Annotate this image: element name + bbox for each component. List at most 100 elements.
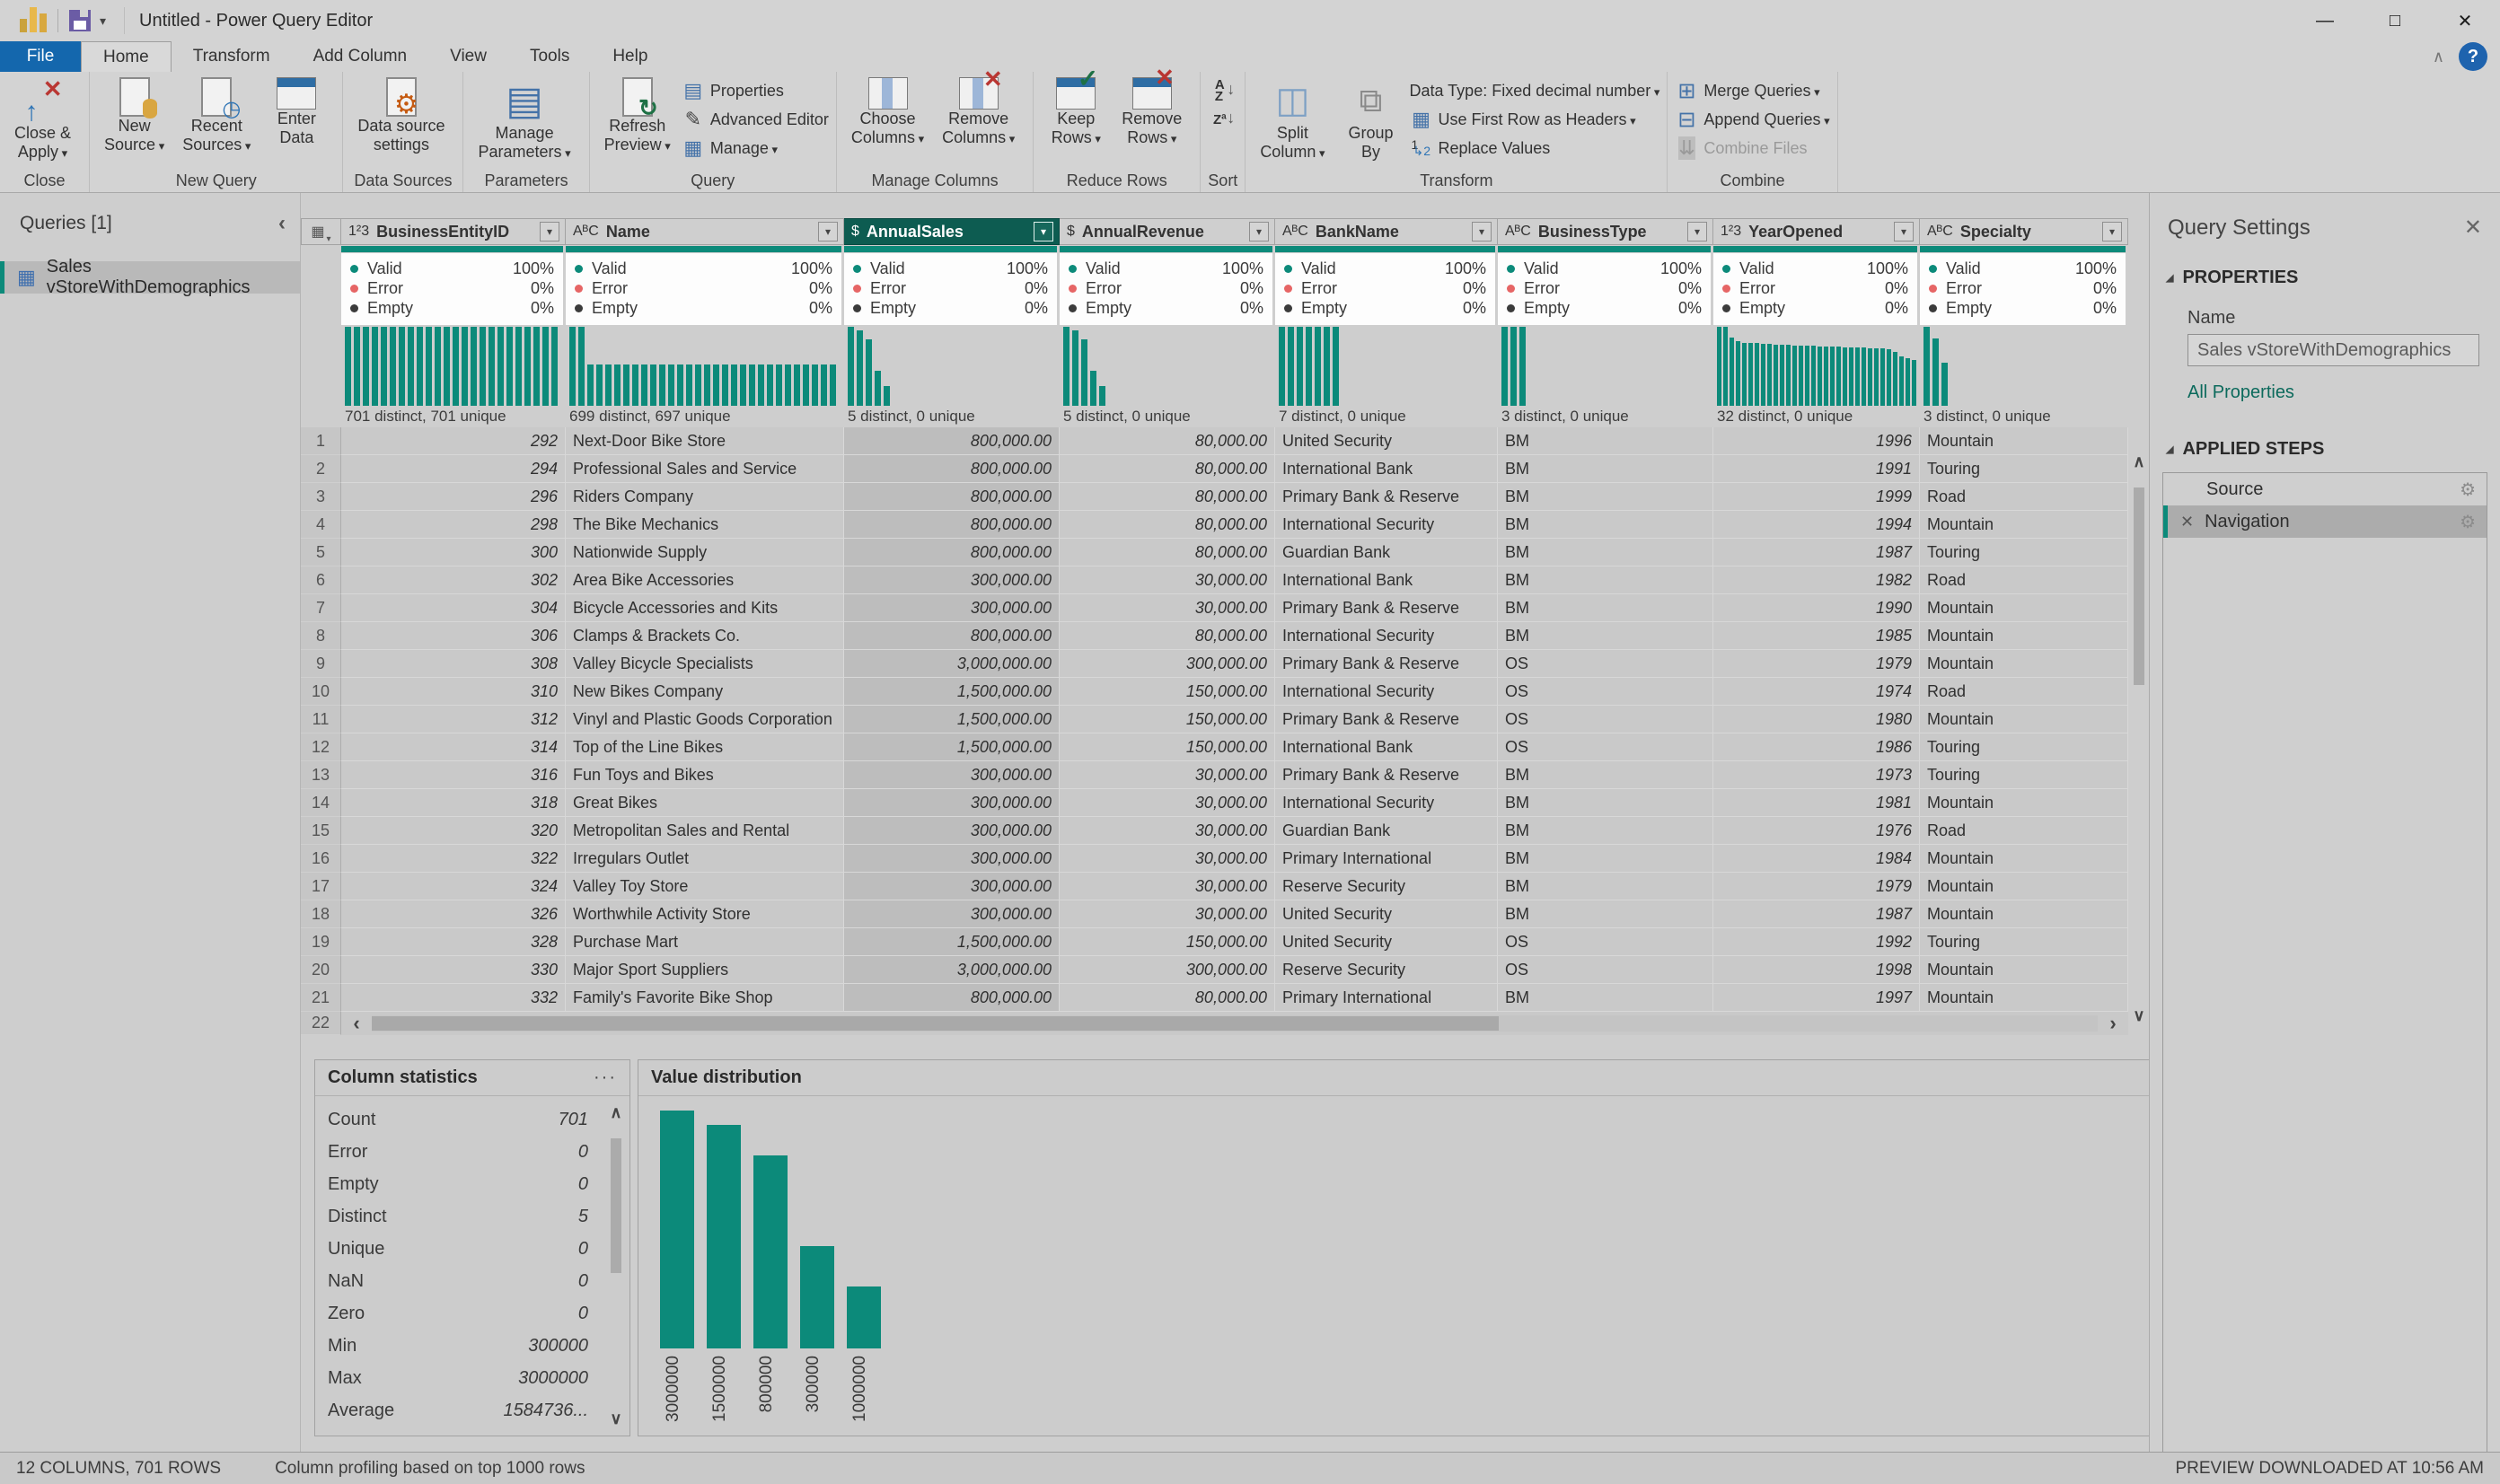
ribbon-small-button[interactable]: Advanced Editor [682, 108, 829, 131]
ribbon-button[interactable]: Close &Apply [7, 74, 78, 162]
table-cell[interactable]: 1979 [1713, 873, 1920, 900]
table-cell[interactable]: Mountain [1920, 956, 2128, 984]
table-cell[interactable]: Professional Sales and Service [566, 455, 844, 483]
table-cell[interactable]: Mountain [1920, 622, 2128, 650]
table-cell[interactable]: Guardian Bank [1275, 817, 1498, 845]
menu-tab[interactable]: Help [612, 47, 648, 66]
table-cell[interactable]: 322 [341, 845, 566, 873]
table-cell[interactable]: 1986 [1713, 733, 1920, 761]
table-cell[interactable]: Touring [1920, 455, 2128, 483]
histogram-bar[interactable] [1855, 347, 1860, 406]
histogram-bar[interactable] [1081, 339, 1087, 406]
table-cell[interactable]: BM [1498, 539, 1713, 566]
ribbon-button[interactable]: Enter Data [261, 74, 331, 147]
histogram-bar[interactable] [632, 364, 638, 406]
histogram-bar[interactable] [1063, 327, 1070, 406]
table-cell[interactable]: 1994 [1713, 511, 1920, 539]
table-cell[interactable]: Metropolitan Sales and Rental [566, 817, 844, 845]
table-cell[interactable]: 80,000.00 [1060, 622, 1275, 650]
table-cell[interactable]: BM [1498, 427, 1713, 455]
vscroll-thumb[interactable] [2134, 487, 2144, 685]
histogram-bar[interactable] [695, 364, 701, 406]
histogram-bar[interactable] [1519, 327, 1526, 406]
gear-icon[interactable]: ⚙ [2460, 512, 2476, 532]
histogram-bar[interactable] [686, 364, 692, 406]
table-cell[interactable]: 326 [341, 900, 566, 928]
histogram-bar[interactable] [489, 327, 495, 406]
column-distribution-histogram[interactable] [1275, 327, 1495, 406]
table-cell[interactable]: Primary Bank & Reserve [1275, 594, 1498, 622]
applied-step[interactable]: ✕ Navigation ⚙ [2163, 505, 2487, 538]
table-cell[interactable]: 1982 [1713, 566, 1920, 594]
ribbon-button[interactable]: New Source [97, 74, 172, 155]
menu-tab[interactable]: Tools [529, 47, 570, 66]
stats-scrollbar[interactable]: ∧ ∨ [608, 1103, 624, 1428]
table-cell[interactable]: Primary Bank & Reserve [1275, 650, 1498, 678]
histogram-bar[interactable] [866, 339, 872, 406]
column-header[interactable]: AᴮC Specialty ▾ [1920, 218, 2128, 245]
histogram-bar[interactable] [444, 327, 450, 406]
table-cell[interactable]: 30,000.00 [1060, 900, 1275, 928]
histogram-bar[interactable] [1899, 356, 1904, 406]
histogram-bar[interactable] [1755, 343, 1759, 406]
table-cell[interactable]: 1997 [1713, 984, 1920, 1012]
table-cell[interactable]: International Security [1275, 789, 1498, 817]
table-cell[interactable]: 1980 [1713, 706, 1920, 733]
scroll-right-icon[interactable]: › [2109, 1012, 2117, 1034]
table-cell[interactable]: The Bike Mechanics [566, 511, 844, 539]
table-cell[interactable]: Primary Bank & Reserve [1275, 761, 1498, 789]
table-cell[interactable]: Bicycle Accessories and Kits [566, 594, 844, 622]
histogram-bar[interactable] [1893, 352, 1897, 406]
histogram-bar[interactable] [1774, 345, 1778, 406]
table-cell[interactable]: Top of the Line Bikes [566, 733, 844, 761]
histogram-bar[interactable] [1742, 342, 1747, 406]
row-number[interactable]: 1 [301, 427, 341, 455]
close-button[interactable]: ✕ [2457, 11, 2473, 31]
table-cell[interactable]: 312 [341, 706, 566, 733]
table-cell[interactable]: Valley Toy Store [566, 873, 844, 900]
row-number[interactable]: 2 [301, 455, 341, 483]
table-cell[interactable]: 298 [341, 511, 566, 539]
histogram-bar[interactable] [524, 327, 531, 406]
table-cell[interactable]: 150,000.00 [1060, 678, 1275, 706]
histogram-bar[interactable] [1932, 338, 1939, 406]
histogram-bar[interactable] [1887, 348, 1891, 406]
histogram-bar[interactable] [399, 327, 405, 406]
table-cell[interactable]: 800,000.00 [844, 427, 1060, 455]
histogram-bar[interactable] [354, 327, 360, 406]
filter-dropdown-button[interactable]: ▾ [1687, 222, 1707, 241]
table-cell[interactable]: 1979 [1713, 650, 1920, 678]
table-cell[interactable]: BM [1498, 900, 1713, 928]
table-cell[interactable]: 300,000.00 [844, 594, 1060, 622]
column-distribution-histogram[interactable] [844, 327, 1057, 406]
histogram-bar[interactable] [480, 327, 486, 406]
table-cell[interactable]: BM [1498, 789, 1713, 817]
column-type-icon[interactable]: $ [851, 224, 859, 239]
table-cell[interactable]: Touring [1920, 539, 2128, 566]
table-cell[interactable]: 1987 [1713, 900, 1920, 928]
histogram-bar[interactable] [408, 327, 414, 406]
table-cell[interactable]: BM [1498, 873, 1713, 900]
column-quality-bar[interactable] [566, 246, 841, 252]
histogram-bar[interactable] [1868, 347, 1872, 406]
table-cell[interactable]: Mountain [1920, 706, 2128, 733]
histogram-bar[interactable] [740, 364, 746, 406]
scroll-left-icon[interactable]: ‹ [353, 1012, 360, 1034]
vscroll-track[interactable] [2133, 479, 2145, 999]
table-cell[interactable]: Reserve Security [1275, 956, 1498, 984]
quick-access-dropdown-icon[interactable]: ▾ [100, 13, 107, 28]
column-header[interactable]: $ AnnualRevenue ▾ [1060, 218, 1275, 245]
row-number[interactable]: 7 [301, 594, 341, 622]
close-icon[interactable]: ✕ [2463, 215, 2482, 240]
table-cell[interactable]: Mountain [1920, 900, 2128, 928]
table-cell[interactable]: OS [1498, 733, 1713, 761]
table-cell[interactable]: BM [1498, 511, 1713, 539]
profiling-status[interactable]: Column profiling based on top 1000 rows [275, 1458, 585, 1478]
histogram-bar[interactable] [1805, 346, 1809, 406]
filter-dropdown-button[interactable]: ▾ [1894, 222, 1914, 241]
table-cell[interactable]: 150,000.00 [1060, 928, 1275, 956]
filter-dropdown-button[interactable]: ▾ [1034, 222, 1053, 241]
table-cell[interactable]: 80,000.00 [1060, 539, 1275, 566]
table-cell[interactable]: 294 [341, 455, 566, 483]
